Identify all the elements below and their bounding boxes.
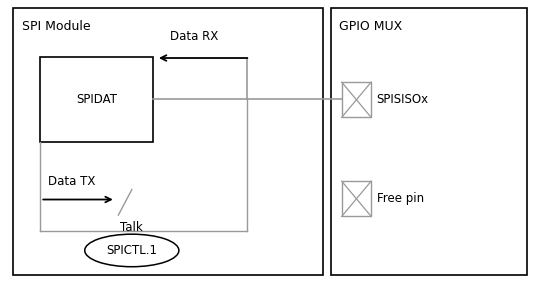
Text: SPICTL.1: SPICTL.1 <box>107 244 157 257</box>
Text: Data TX: Data TX <box>48 175 96 188</box>
Text: GPIO MUX: GPIO MUX <box>339 20 402 33</box>
Text: SPIDAT: SPIDAT <box>76 93 117 106</box>
Text: Data RX: Data RX <box>169 30 218 43</box>
Text: SPI Module: SPI Module <box>22 20 90 33</box>
Text: Free pin: Free pin <box>377 192 424 205</box>
Text: SPISISOx: SPISISOx <box>377 93 429 106</box>
Text: Talk: Talk <box>121 221 143 234</box>
